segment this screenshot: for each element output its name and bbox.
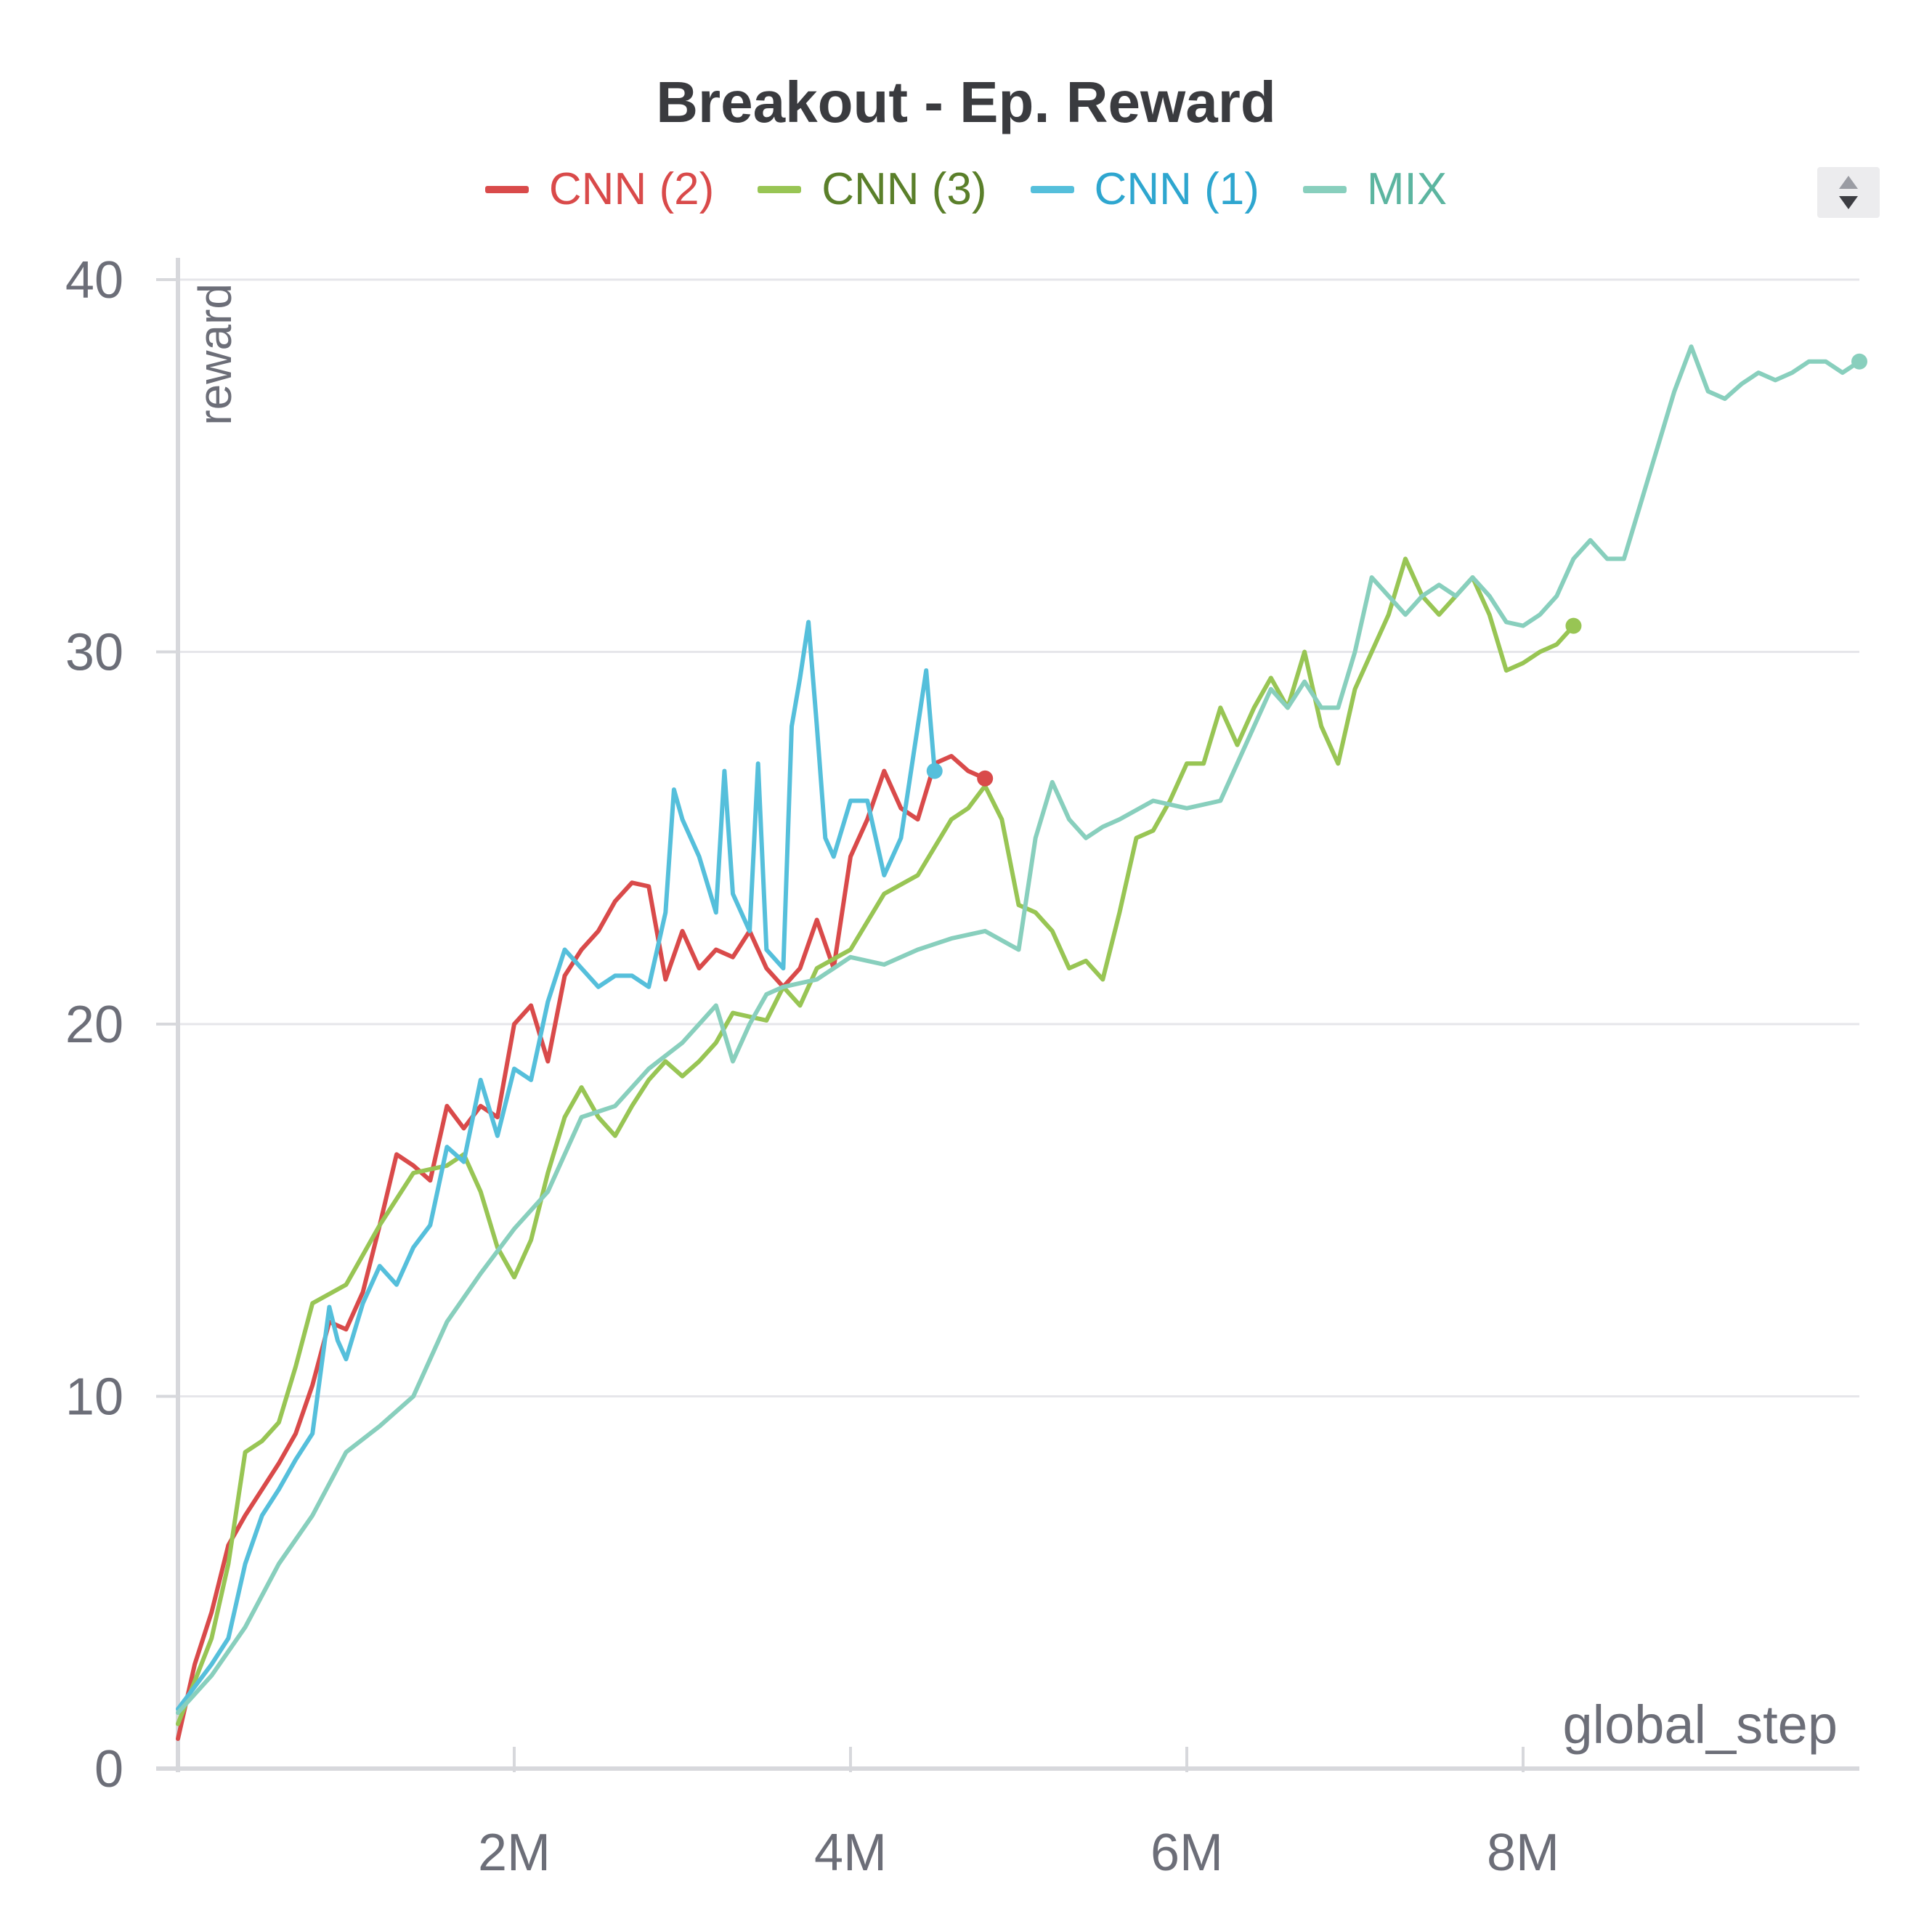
legend-label-cnn-2: CNN (2) [548, 164, 715, 214]
x-tick-label: 6M [1150, 1824, 1223, 1882]
series-line-cnn-2 [176, 754, 988, 1741]
y-tick-label: 10 [65, 1368, 123, 1426]
legend-item-mix[interactable]: MIX [1302, 163, 1448, 215]
legend-swatch-mix [1302, 185, 1347, 193]
x-tick-label: 2M [478, 1824, 551, 1882]
axes [156, 258, 1859, 1772]
series-endpoint-cnn-3 [1565, 617, 1582, 634]
y-tick-label: 30 [65, 624, 123, 682]
y-tick-label: 20 [65, 996, 123, 1054]
legend-item-cnn-1[interactable]: CNN (1) [1030, 163, 1259, 215]
tick-labels: 0 10 20 30 40 2M 4M 6M 8M [65, 251, 1559, 1882]
legend-label-cnn-1: CNN (1) [1094, 164, 1259, 214]
series-endpoints [926, 353, 1867, 787]
y-tick-label: 40 [65, 251, 123, 309]
y-axis-label: reward [189, 283, 241, 426]
gridlines [178, 278, 1859, 1397]
series-endpoint-cnn-1 [926, 763, 943, 779]
series-lines [176, 344, 1862, 1741]
legend-swatch-cnn-2 [484, 185, 529, 193]
series-line-cnn-1 [176, 620, 937, 1711]
legend-scroll-button[interactable] [1817, 167, 1880, 218]
series-line-cnn-3 [176, 556, 1576, 1726]
x-tick-label: 4M [814, 1824, 887, 1882]
x-axis-label: global_step [1562, 1694, 1838, 1755]
legend-item-cnn-2[interactable]: CNN (2) [484, 163, 715, 215]
chart-title: Breakout - Ep. Reward [656, 70, 1276, 134]
legend: CNN (2) CNN (3) CNN (1) MIX [0, 163, 1932, 215]
series-endpoint-cnn-2 [977, 770, 994, 787]
legend-label-cnn-3: CNN (3) [821, 164, 987, 214]
series-endpoint-mix [1851, 353, 1867, 370]
x-tick-label: 8M [1487, 1824, 1559, 1882]
legend-swatch-cnn-1 [1030, 185, 1074, 193]
sort-arrows-icon [1839, 176, 1858, 209]
legend-label-mix: MIX [1366, 164, 1448, 214]
series-line-mix [176, 344, 1862, 1716]
legend-item-cnn-3[interactable]: CNN (3) [758, 163, 987, 215]
legend-swatch-cnn-3 [758, 185, 802, 193]
y-tick-label: 0 [94, 1740, 123, 1798]
